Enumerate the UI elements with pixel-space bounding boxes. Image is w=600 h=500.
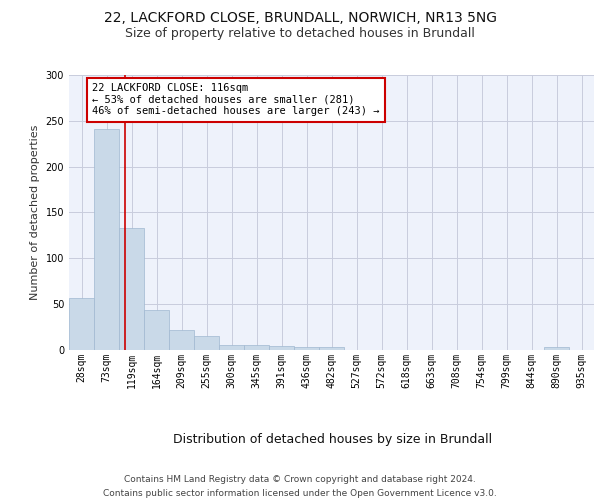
Text: 22, LACKFORD CLOSE, BRUNDALL, NORWICH, NR13 5NG: 22, LACKFORD CLOSE, BRUNDALL, NORWICH, N… <box>104 11 497 25</box>
Bar <box>269 346 293 350</box>
Text: Distribution of detached houses by size in Brundall: Distribution of detached houses by size … <box>173 432 493 446</box>
Bar <box>194 336 218 350</box>
Bar <box>70 298 94 350</box>
Bar <box>145 310 169 350</box>
Bar <box>220 344 244 350</box>
Bar <box>94 129 119 350</box>
Bar <box>169 330 194 350</box>
Bar <box>319 347 344 350</box>
Text: Size of property relative to detached houses in Brundall: Size of property relative to detached ho… <box>125 28 475 40</box>
Text: Contains HM Land Registry data © Crown copyright and database right 2024.
Contai: Contains HM Land Registry data © Crown c… <box>103 476 497 498</box>
Bar <box>544 347 569 350</box>
Text: 22 LACKFORD CLOSE: 116sqm
← 53% of detached houses are smaller (281)
46% of semi: 22 LACKFORD CLOSE: 116sqm ← 53% of detac… <box>92 83 380 116</box>
Y-axis label: Number of detached properties: Number of detached properties <box>30 125 40 300</box>
Bar <box>295 347 319 350</box>
Bar <box>119 228 143 350</box>
Bar <box>244 344 269 350</box>
